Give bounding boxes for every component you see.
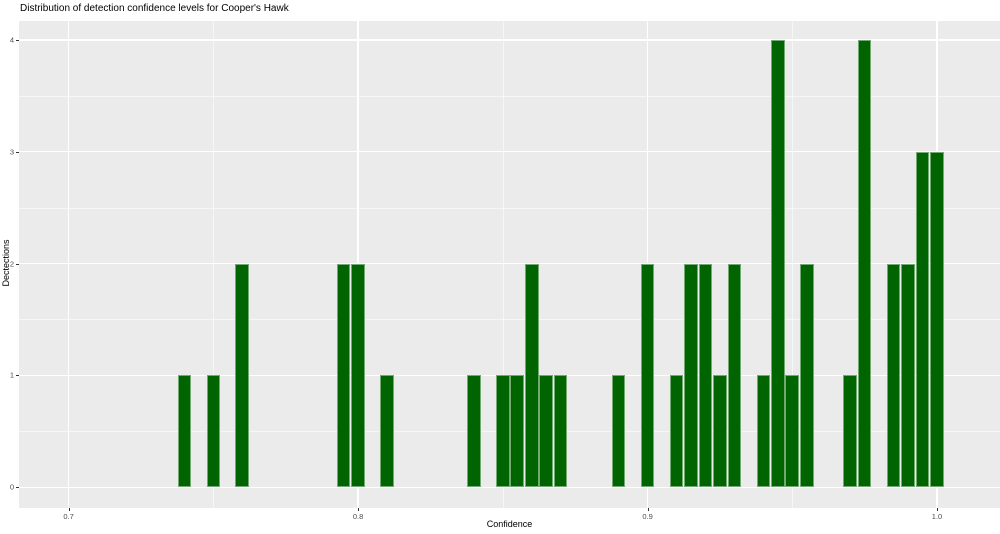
histogram-bar bbox=[771, 39, 785, 488]
x-tick-label: 1.0 bbox=[931, 512, 943, 521]
histogram-bar bbox=[713, 375, 727, 488]
histogram-bar bbox=[756, 375, 771, 488]
gridline-minor-horizontal bbox=[19, 95, 1000, 97]
histogram-bar bbox=[698, 263, 713, 488]
histogram-bar bbox=[524, 263, 539, 488]
histogram-bar bbox=[539, 375, 554, 488]
histogram-bar bbox=[235, 263, 250, 488]
x-axis-tick bbox=[68, 508, 70, 511]
histogram-bar bbox=[351, 263, 365, 488]
histogram-bar bbox=[611, 375, 626, 488]
x-tick-label: 0.7 bbox=[63, 512, 74, 521]
y-axis-tick bbox=[16, 487, 19, 489]
x-tick-label: 0.8 bbox=[352, 512, 364, 521]
histogram-bar bbox=[669, 375, 684, 488]
histogram-bar bbox=[177, 375, 192, 488]
histogram-bar bbox=[915, 151, 930, 488]
gridline-major-horizontal bbox=[19, 39, 1000, 41]
histogram-bar bbox=[799, 263, 814, 488]
histogram-bar bbox=[496, 375, 510, 488]
histogram-bar bbox=[206, 375, 221, 488]
y-tick-label: 1 bbox=[9, 370, 14, 380]
histogram-bar bbox=[886, 263, 901, 488]
y-tick-label: 2 bbox=[9, 259, 14, 269]
histogram-bar bbox=[467, 375, 481, 488]
x-axis-tick bbox=[647, 508, 649, 511]
y-axis-tick bbox=[16, 263, 19, 265]
y-axis-tick bbox=[16, 39, 19, 41]
y-tick-label: 3 bbox=[9, 147, 14, 157]
gridline-minor-horizontal bbox=[19, 319, 1000, 321]
y-tick-label: 0 bbox=[9, 482, 14, 492]
histogram-bar bbox=[553, 375, 568, 488]
x-tick-label: 0.9 bbox=[642, 512, 653, 521]
histogram-bar bbox=[510, 375, 525, 488]
x-axis-tick bbox=[937, 508, 938, 511]
gridline-minor-vertical bbox=[213, 21, 215, 508]
y-axis-title: Dectections bbox=[1, 239, 11, 287]
chart-title: Distribution of detection confidence lev… bbox=[20, 3, 289, 14]
gridline-major-horizontal bbox=[19, 150, 1000, 153]
histogram-bar bbox=[901, 263, 915, 488]
histogram-bar bbox=[930, 151, 944, 488]
gridline-major-vertical bbox=[67, 21, 70, 508]
histogram-bar bbox=[684, 263, 698, 488]
plot-panel bbox=[19, 21, 1000, 508]
histogram-bar bbox=[336, 263, 351, 488]
gridline-minor-vertical bbox=[502, 21, 504, 508]
histogram-bar bbox=[727, 263, 742, 488]
histogram-bar bbox=[843, 375, 857, 488]
y-axis-tick bbox=[16, 151, 19, 153]
histogram-bar bbox=[785, 375, 800, 488]
histogram-bar bbox=[640, 263, 655, 488]
x-axis-title: Confidence bbox=[486, 519, 533, 529]
histogram-bar bbox=[380, 375, 394, 488]
gridline-major-horizontal bbox=[19, 262, 1000, 265]
y-axis-tick bbox=[16, 375, 19, 377]
y-tick-label: 4 bbox=[9, 35, 14, 45]
gridline-major-horizontal bbox=[19, 486, 1000, 489]
histogram-bar bbox=[857, 39, 872, 488]
gridline-minor-horizontal bbox=[19, 207, 1000, 209]
gridline-minor-vertical bbox=[792, 21, 794, 508]
x-axis-tick bbox=[358, 508, 360, 511]
